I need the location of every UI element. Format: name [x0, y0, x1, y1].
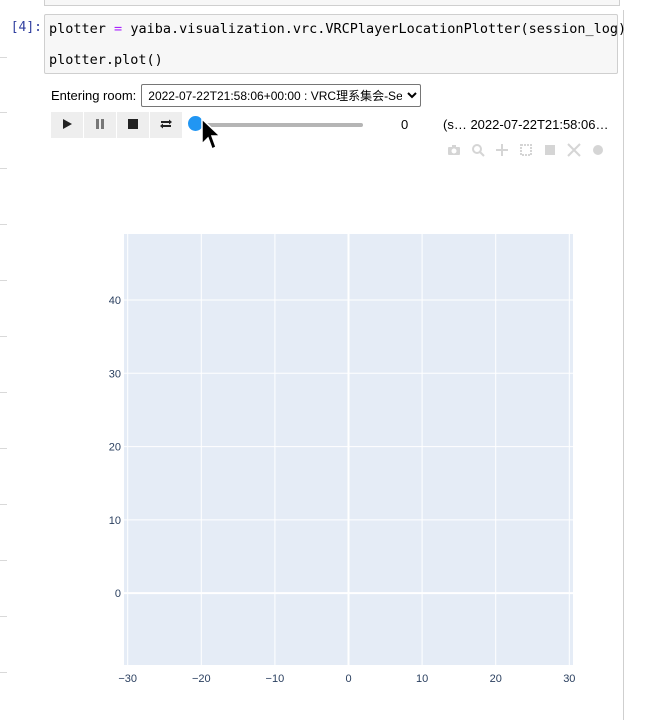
code-expression: yaiba.visualization.vrc.VRCPlayerLocatio… [130, 21, 627, 37]
x-tick-label: 10 [416, 673, 428, 685]
loop-button[interactable] [150, 112, 182, 138]
mouse-cursor-icon [201, 117, 222, 157]
zoom-icon[interactable] [469, 141, 487, 159]
loop-icon [159, 118, 173, 133]
pause-button[interactable] [84, 112, 116, 138]
room-dropdown[interactable]: 2022-07-22T21:58:06+00:00 : VRC理系集会-Se [141, 84, 422, 107]
gutter-tick [0, 504, 7, 505]
reset-icon[interactable] [589, 141, 607, 159]
pan-icon[interactable] [493, 141, 511, 159]
play-button[interactable] [51, 112, 83, 138]
gutter-tick [0, 57, 7, 58]
stop-button[interactable] [117, 112, 149, 138]
room-label: Entering room: [51, 88, 137, 103]
previous-cell-edge [44, 0, 620, 6]
gutter-tick [0, 672, 7, 673]
code-variable: plotter [49, 21, 106, 37]
stop-icon [127, 118, 139, 133]
gutter-tick [0, 392, 7, 393]
notebook-cell [0, 10, 624, 720]
animation-player: 0 (s… 2022-07-22T21:58:06+… [51, 112, 613, 139]
lasso-icon[interactable] [541, 141, 559, 159]
x-tick-label: −30 [118, 673, 137, 685]
gutter-tick [0, 224, 7, 225]
x-tick-label: −20 [192, 673, 211, 685]
code-line-2[interactable]: plotter.plot() [49, 52, 163, 68]
x-tick-label: 30 [563, 673, 575, 685]
gutter-tick [0, 336, 7, 337]
box-select-icon[interactable] [517, 141, 535, 159]
camera-icon[interactable] [445, 141, 463, 159]
frame-timestamp: (s… 2022-07-22T21:58:06+… [443, 117, 613, 132]
gutter-tick [0, 280, 7, 281]
y-tick-label: 20 [109, 442, 121, 454]
frame-slider-track[interactable] [195, 123, 363, 127]
gutter-tick [0, 448, 7, 449]
y-tick-label: 30 [109, 368, 121, 380]
x-tick-label: −10 [266, 673, 285, 685]
gutter-tick [0, 168, 7, 169]
plot-modebar [445, 141, 607, 161]
room-selector-row: Entering room: 2022-07-22T21:58:06+00:00… [51, 84, 422, 107]
pause-icon [94, 118, 106, 133]
x-tick-label: 0 [345, 673, 351, 685]
location-plot[interactable]: −30 −20 −10 0 10 20 30 0 10 20 30 40 [0, 160, 620, 700]
code-operator: = [114, 21, 123, 37]
y-tick-label: 10 [109, 515, 121, 527]
frame-value: 0 [401, 117, 409, 132]
gutter-tick [0, 560, 7, 561]
play-icon [61, 118, 73, 133]
code-editor[interactable]: plotter = yaiba.visualization.vrc.VRCPla… [44, 14, 626, 74]
autoscale-icon[interactable] [565, 141, 583, 159]
gutter-tick [0, 616, 7, 617]
y-tick-label: 40 [109, 295, 121, 307]
y-tick-label: 0 [115, 588, 121, 600]
frame-slider-thumb[interactable] [188, 116, 203, 131]
x-tick-label: 20 [490, 673, 502, 685]
notebook-gutter [0, 0, 8, 720]
code-line-1[interactable]: plotter = yaiba.visualization.vrc.VRCPla… [49, 21, 626, 37]
cell-prompt: [4]: [10, 20, 42, 35]
gutter-tick [0, 112, 7, 113]
